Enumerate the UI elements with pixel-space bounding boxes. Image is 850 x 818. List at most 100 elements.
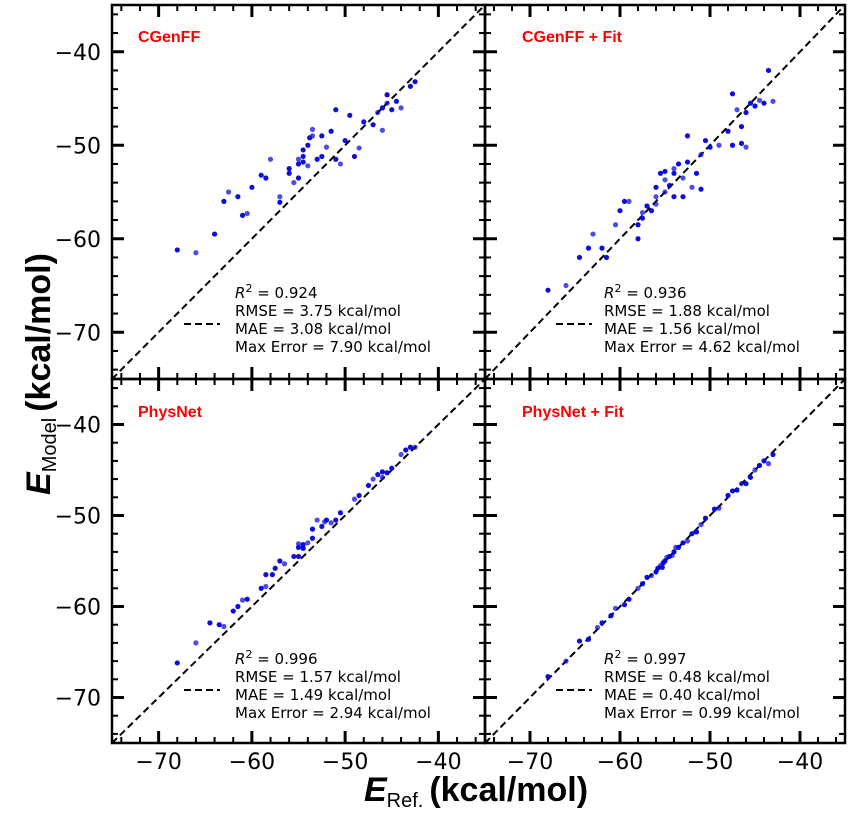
data-point: [671, 194, 677, 200]
data-point: [216, 622, 222, 628]
data-point: [375, 471, 381, 478]
data-point: [174, 247, 180, 253]
data-point: [389, 107, 395, 113]
data-points: [545, 451, 776, 680]
data-point: [322, 519, 328, 525]
r-squared-text: R2 = 0.924: [235, 282, 317, 302]
data-point: [563, 658, 569, 664]
data-point: [702, 137, 709, 144]
data-point: [698, 152, 704, 158]
data-point: [389, 465, 395, 471]
data-point: [235, 194, 241, 200]
x-tick-label: −70: [507, 750, 553, 775]
r-squared-value: = 0.996: [252, 650, 317, 668]
data-point: [608, 613, 614, 619]
data-point: [653, 184, 659, 190]
data-point: [729, 142, 736, 148]
r-squared-value: = 0.997: [621, 650, 686, 668]
data-point: [635, 236, 641, 242]
y-tick-label: −40: [55, 41, 101, 66]
data-point: [648, 572, 655, 579]
y-axis-unit: (kcal/mol): [20, 253, 58, 412]
r-squared-exponent: 2: [245, 648, 252, 661]
data-point: [398, 451, 404, 458]
plot-frame: [483, 377, 847, 745]
data-point: [621, 602, 628, 608]
stat-rmse: RMSE = 1.88 kcal/mol: [604, 302, 770, 320]
data-point: [221, 623, 227, 630]
data-point: [277, 558, 283, 564]
data-point: [258, 172, 264, 178]
r-squared-exponent: 2: [245, 282, 252, 295]
data-point: [671, 170, 677, 176]
y-tick-label: −40: [55, 414, 101, 439]
data-point: [680, 194, 686, 200]
data-point: [545, 673, 551, 680]
identity-line: [112, 379, 485, 743]
data-point: [398, 105, 404, 111]
data-point: [725, 128, 731, 134]
r-squared-text: R2 = 0.996: [235, 648, 317, 668]
data-point: [689, 184, 695, 190]
data-point: [603, 254, 610, 261]
data-point: [207, 620, 213, 626]
data-point: [621, 198, 628, 204]
data-point: [305, 142, 311, 148]
x-axis-subscript: Ref.: [387, 790, 424, 812]
data-point: [300, 147, 306, 153]
data-point: [639, 581, 646, 587]
x-axis-unit: (kcal/mol): [429, 771, 588, 809]
data-point: [684, 133, 691, 139]
data-point: [281, 561, 288, 567]
data-point: [648, 208, 655, 214]
data-point: [300, 545, 306, 551]
y-tick-label: −70: [55, 687, 101, 712]
data-point: [635, 222, 641, 228]
data-point: [351, 153, 358, 160]
data-point: [702, 515, 709, 521]
data-point: [277, 199, 283, 205]
data-point: [319, 523, 325, 530]
data-point: [174, 660, 180, 666]
data-point: [314, 517, 320, 523]
x-tick-label: −40: [415, 750, 461, 775]
r-squared-exponent: 2: [614, 282, 621, 295]
data-point: [286, 170, 292, 176]
data-point: [295, 553, 302, 560]
data-point: [337, 510, 344, 516]
data-point: [295, 544, 302, 550]
y-tick-label: −60: [55, 596, 101, 621]
data-point: [249, 184, 255, 190]
data-point: [309, 133, 316, 139]
y-tick-label: −50: [55, 505, 101, 530]
data-point: [370, 476, 376, 482]
data-point: [693, 529, 700, 535]
data-point: [729, 91, 736, 97]
r-squared-value: = 0.924: [252, 284, 317, 302]
data-point: [267, 156, 274, 162]
y-tick-label: −50: [55, 134, 101, 159]
data-point: [738, 140, 745, 146]
x-tick-label: −60: [597, 750, 643, 775]
data-point: [743, 481, 749, 487]
data-point: [230, 608, 236, 614]
x-tick-label: −50: [687, 750, 733, 775]
x-tick-label: −60: [229, 750, 275, 775]
data-point: [576, 254, 583, 261]
data-point: [743, 109, 749, 116]
data-point: [291, 180, 297, 186]
data-points: [174, 444, 418, 666]
stat-mae: MAE = 1.56 kcal/mol: [604, 320, 760, 338]
data-point: [258, 585, 264, 591]
data-point: [743, 144, 749, 150]
data-point: [295, 541, 302, 547]
data-point: [698, 186, 704, 192]
data-point: [669, 552, 675, 559]
data-point: [272, 565, 278, 571]
data-point: [756, 97, 763, 103]
data-point: [309, 526, 316, 532]
data-point: [612, 222, 619, 228]
